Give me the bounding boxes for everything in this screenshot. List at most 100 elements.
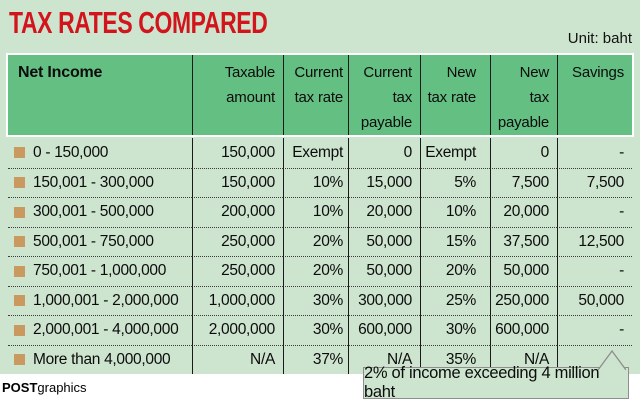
header-line: amount (226, 89, 275, 106)
value-cell: 600,000 (348, 315, 420, 345)
cell-text: N/A (524, 350, 549, 368)
cell-text: 37,500 (503, 232, 549, 250)
value-cell: 10% (420, 197, 490, 227)
cell-text: 20% (312, 262, 343, 280)
value-cell: 5% (420, 167, 490, 197)
row-bullet-icon (14, 236, 25, 248)
cell-text: 30% (445, 321, 476, 339)
header-line: Savings (572, 64, 624, 81)
header-line: Net Income (18, 64, 103, 81)
cell-text: 150,001 - 300,000 (33, 173, 154, 191)
cell-text: 300,000 (358, 291, 412, 309)
value-cell: 7,500 (490, 167, 557, 197)
value-cell: 37,500 (490, 226, 557, 256)
cell-text: 250,000 (221, 232, 275, 250)
cell-text: 150,000 (221, 143, 275, 161)
value-cell: 37% (283, 344, 348, 374)
value-cell: 12,500 (557, 226, 632, 256)
cell-text: - (619, 143, 624, 161)
value-cell: 15,000 (348, 167, 420, 197)
header-cell-new-tax-payable: New tax payable (490, 55, 557, 135)
unit-label: Unit: baht (567, 30, 632, 47)
cell-text: 15% (445, 232, 476, 250)
header-cell-new-tax-rate: New tax rate (420, 55, 490, 135)
credit-bold: POST (2, 380, 38, 395)
cell-text: 200,000 (221, 203, 275, 221)
row-bullet-icon (14, 324, 25, 336)
cell-text: 37% (312, 350, 343, 368)
value-cell: 50,000 (348, 256, 420, 286)
tax-rates-table: Net Income Taxable amount Current tax rate Cu… (8, 55, 632, 374)
row-bullet-icon (14, 147, 25, 159)
cell-text: 7,500 (511, 173, 550, 191)
cell-text: 10% (445, 203, 476, 221)
cell-text: N/A (387, 350, 412, 368)
row-label-cell: 0 - 150,000 (8, 138, 192, 168)
value-cell: 35% (420, 344, 490, 374)
cell-text: 50,000 (578, 291, 624, 309)
header-line: Taxable (224, 64, 276, 81)
value-cell: 20,000 (490, 197, 557, 227)
value-cell: 200,000 (192, 197, 283, 227)
cell-text: 10% (312, 173, 343, 191)
cell-text: 2,000,000 (208, 321, 276, 339)
value-cell: 250,000 (192, 256, 283, 286)
value-cell: 7,500 (557, 167, 632, 197)
footnote-text: 2% of income exceeding 4 million baht (364, 364, 600, 401)
cell-text: 20,000 (366, 203, 412, 221)
value-cell: 10% (283, 197, 348, 227)
value-cell: 50,000 (348, 226, 420, 256)
header-line: payable (360, 114, 412, 131)
row-label-cell: 500,001 - 750,000 (8, 226, 192, 257)
cell-text: N/A (250, 350, 275, 368)
footnote-callout: 2% of income exceeding 4 million baht (363, 364, 629, 401)
value-cell: 0 (348, 138, 420, 168)
value-cell: 1,000,000 (192, 285, 283, 315)
callout-pointer-icon (598, 350, 626, 370)
table-body: 0 - 150,000 150,000 Exempt 0 Exempt 0 - 150,001… (8, 138, 632, 374)
header-cell-savings: Savings (557, 55, 632, 135)
cell-text: 150,000 (221, 173, 275, 191)
cell-text: 1,000,001 - 2,000,000 (33, 291, 179, 309)
row-label-cell: More than 4,000,000 (8, 344, 192, 375)
value-cell: 150,000 (192, 138, 283, 168)
cell-text: 50,000 (366, 232, 412, 250)
value-cell (557, 344, 632, 374)
cell-text: 1,000,000 (208, 291, 276, 309)
header-cell-current-tax-rate: Current tax rate (283, 55, 348, 135)
cell-text: 30% (312, 321, 343, 339)
cell-text: 15,000 (366, 173, 412, 191)
row-bullet-icon (14, 295, 25, 307)
cell-text: - (619, 262, 624, 280)
cell-text: 25% (445, 291, 476, 309)
cell-text: - (619, 321, 624, 339)
value-cell: 2,000,000 (192, 315, 283, 345)
credit-light: graphics (37, 380, 87, 395)
cell-text: 12,500 (578, 232, 624, 250)
value-cell: 20% (283, 256, 348, 286)
value-cell: 0 (490, 138, 557, 168)
page-title: TAX RATES COMPARED (9, 5, 268, 40)
header-line: payable (497, 114, 549, 131)
value-cell: Exempt (420, 138, 490, 168)
header-line: tax rate (294, 89, 344, 106)
header-line: Current (363, 64, 412, 81)
table-header-row: Net Income Taxable amount Current tax rate Cu… (8, 55, 632, 135)
value-cell: 30% (283, 285, 348, 315)
row-label-cell: 300,001 - 500,000 (8, 197, 192, 227)
cell-text: 250,000 (221, 262, 275, 280)
source-credit: POSTgraphics (2, 380, 87, 395)
cell-text: 0 - 150,000 (33, 143, 109, 161)
value-cell: 20% (420, 256, 490, 286)
header-line: tax rate (427, 89, 477, 106)
value-cell: 50,000 (490, 256, 557, 286)
cell-text: 0 (403, 143, 413, 161)
value-cell: - (557, 138, 632, 168)
value-cell: 20,000 (348, 197, 420, 227)
value-cell: N/A (490, 344, 557, 374)
header-line: Current (294, 64, 343, 81)
cell-text: Exempt (292, 143, 343, 161)
cell-text: 20,000 (503, 203, 549, 221)
value-cell: 250,000 (192, 226, 283, 256)
value-cell: 15% (420, 226, 490, 256)
